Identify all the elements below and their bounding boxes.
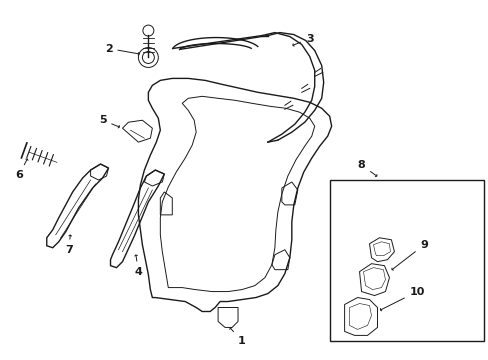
Text: 7: 7 <box>65 235 72 255</box>
Text: 8: 8 <box>357 160 376 177</box>
Text: 3: 3 <box>292 33 313 46</box>
Text: 1: 1 <box>229 328 245 346</box>
Text: 6: 6 <box>15 159 28 180</box>
Text: 2: 2 <box>104 44 139 55</box>
Text: 9: 9 <box>391 240 427 270</box>
Bar <box>329 180 483 341</box>
Text: 5: 5 <box>99 115 119 128</box>
Text: 10: 10 <box>380 287 424 311</box>
Text: 4: 4 <box>134 255 142 276</box>
